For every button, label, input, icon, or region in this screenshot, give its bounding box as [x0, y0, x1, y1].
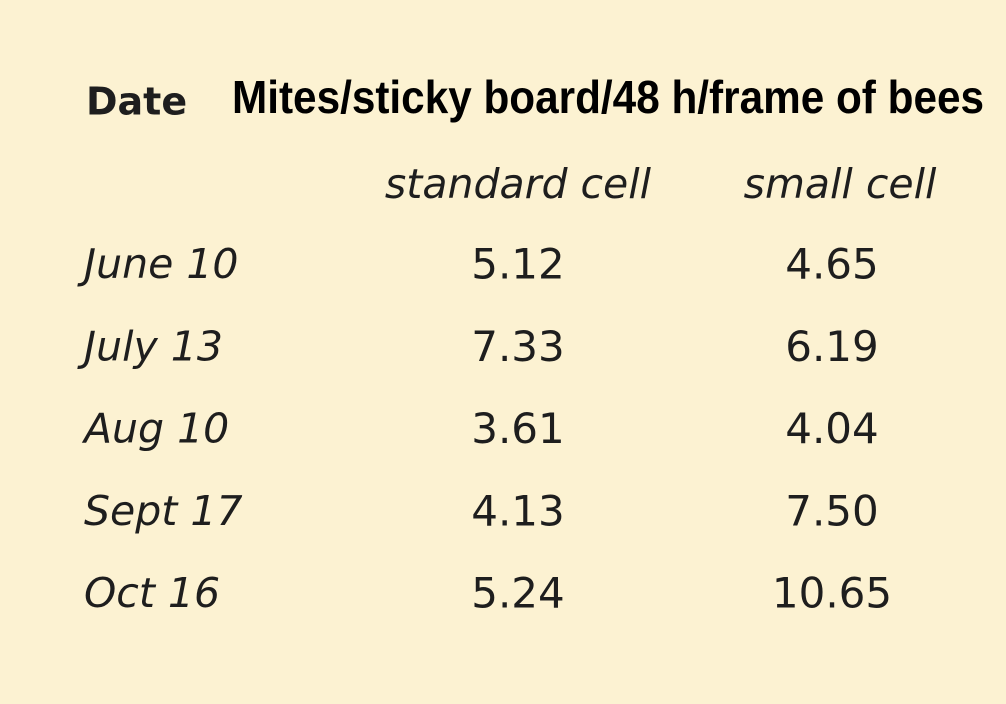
value-cell: 4.65 — [785, 240, 879, 289]
value-cell: 6.19 — [785, 322, 879, 371]
column-header: small cell — [744, 160, 937, 208]
value-cell: 7.33 — [471, 322, 565, 371]
date-cell: June 10 — [77, 240, 239, 288]
value-cell: 4.04 — [785, 404, 879, 453]
column-header: standard cell — [385, 160, 652, 208]
date-header: Date — [86, 80, 187, 124]
date-cell: Sept 17 — [84, 487, 243, 535]
value-cell: 5.12 — [471, 240, 565, 289]
value-cell: 5.24 — [471, 569, 565, 618]
value-cell: 3.61 — [471, 404, 565, 453]
value-cell: 4.13 — [471, 486, 565, 535]
date-cell: Oct 16 — [84, 569, 220, 617]
date-cell: July 13 — [77, 322, 223, 370]
value-cell: 7.50 — [785, 486, 879, 535]
date-cell: Aug 10 — [81, 405, 229, 453]
table-title: Mites/sticky board/48 h/frame of bees — [232, 71, 984, 123]
value-cell: 10.65 — [772, 569, 892, 618]
